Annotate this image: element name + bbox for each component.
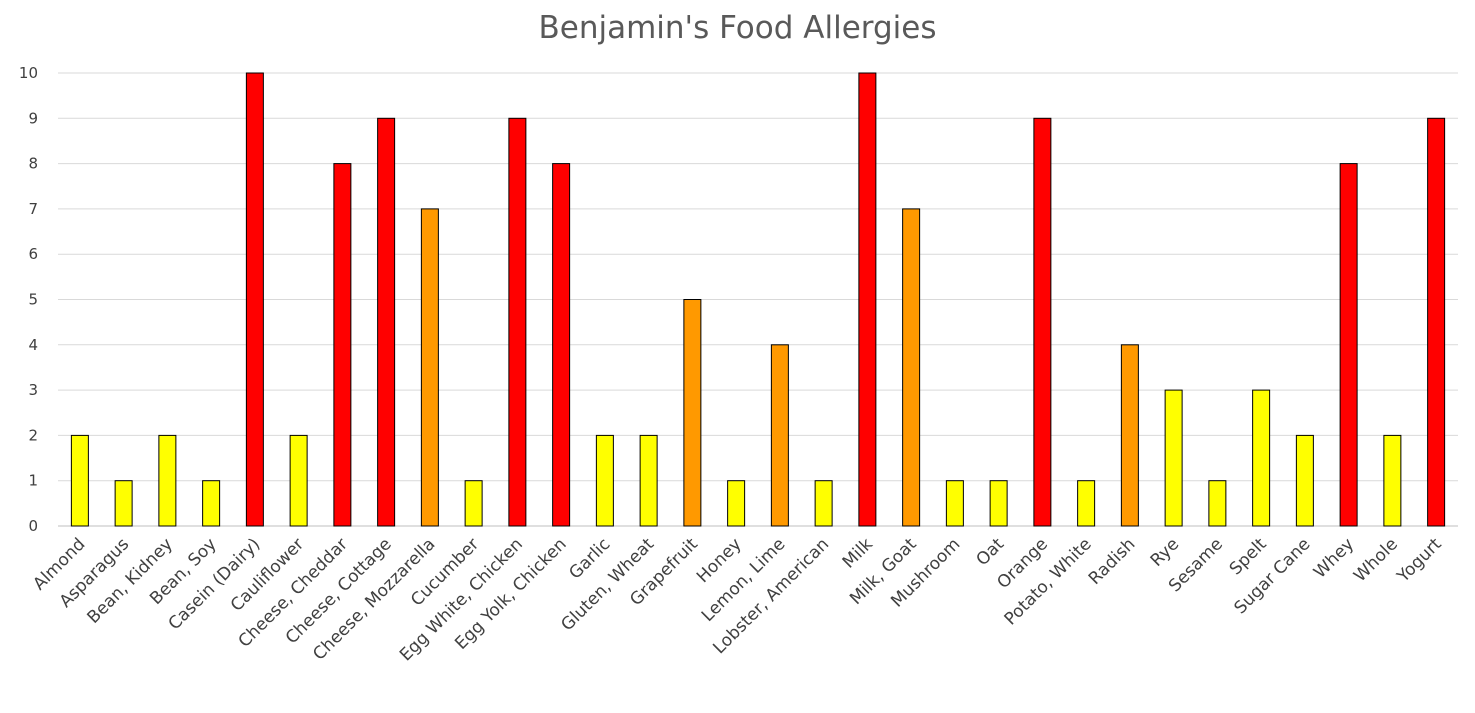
- chart-title: Benjamin's Food Allergies: [538, 10, 937, 46]
- bar: [1295, 434, 1314, 527]
- bar: [202, 480, 221, 527]
- bar: [245, 72, 264, 527]
- y-tick-label: 2: [28, 426, 38, 444]
- bar: [1208, 480, 1227, 527]
- y-tick-label: 4: [28, 336, 38, 354]
- bar: [158, 434, 177, 527]
- bar: [552, 163, 571, 527]
- y-tick-label: 5: [28, 291, 38, 309]
- bar: [420, 208, 439, 527]
- x-tick-label: Rye: [1147, 534, 1183, 570]
- bar: [595, 434, 614, 527]
- y-tick-label: 9: [28, 109, 38, 127]
- x-tick-label: Whole: [1350, 534, 1402, 586]
- bar: [770, 344, 789, 527]
- bar: [727, 480, 746, 527]
- x-tick-label: Radish: [1085, 534, 1139, 588]
- bar: [1077, 480, 1096, 527]
- bar: [464, 480, 483, 527]
- bar: [814, 480, 833, 527]
- x-tick-label: Milk: [839, 534, 877, 572]
- y-tick-label: 3: [28, 381, 38, 399]
- bar: [902, 208, 921, 527]
- bar: [508, 117, 527, 527]
- bar: [289, 434, 308, 527]
- bar: [1339, 163, 1358, 527]
- bar: [377, 117, 396, 527]
- y-tick-label: 1: [28, 472, 38, 490]
- bar: [1033, 117, 1052, 527]
- bar: [333, 163, 352, 527]
- y-tick-label: 8: [28, 155, 38, 173]
- x-tick-label: Whey: [1310, 534, 1358, 582]
- bar: [1383, 434, 1402, 527]
- y-tick-label: 0: [28, 517, 38, 535]
- bar: [858, 72, 877, 527]
- bar: [639, 434, 658, 527]
- x-tick-label: Yogurt: [1393, 534, 1446, 587]
- bar: [945, 480, 964, 527]
- bar: [683, 299, 702, 527]
- bar: [989, 480, 1008, 527]
- bar: [1252, 389, 1271, 527]
- y-tick-label: 7: [28, 200, 38, 218]
- x-tick-label: Oat: [972, 534, 1008, 570]
- y-tick-label: 10: [19, 64, 38, 82]
- bar: [1120, 344, 1139, 527]
- bar: [1427, 117, 1446, 527]
- bar: [70, 434, 89, 527]
- bar: [1164, 389, 1183, 527]
- bar: [114, 480, 133, 527]
- y-tick-label: 6: [28, 245, 38, 263]
